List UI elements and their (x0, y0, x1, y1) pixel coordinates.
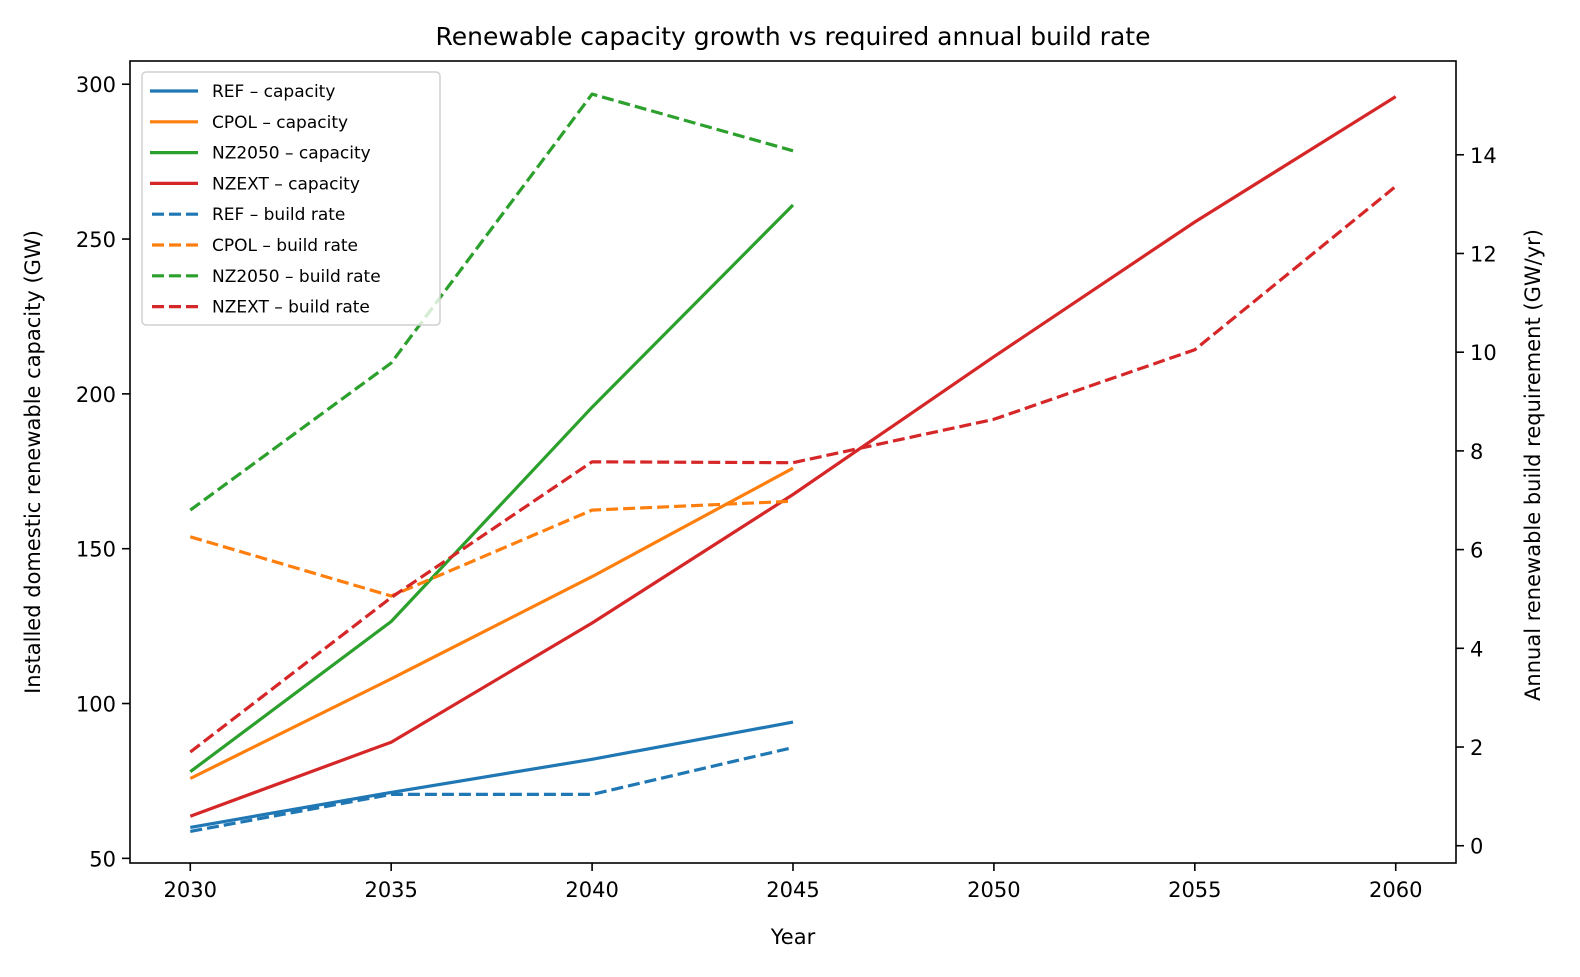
legend-item: NZEXT – capacity (150, 174, 360, 194)
y-axis-left: 50 100 150 200 250 300 (76, 73, 130, 871)
x-tick-label: 2040 (565, 878, 618, 902)
legend-label: CPOL – capacity (212, 113, 348, 133)
y2-tick-label: 12 (1470, 242, 1497, 266)
y2-tick-label: 14 (1470, 144, 1497, 168)
series-line-nz2050-build-rate (189, 92, 794, 512)
legend-item: CPOL – build rate (152, 236, 358, 256)
series-line-nz2050-capacity (189, 203, 795, 773)
y-axis-label: Installed domestic renewable capacity (G… (21, 230, 45, 694)
series-line-ref-build-rate (190, 745, 794, 833)
series-line-cpol-build-rate (189, 499, 794, 598)
legend-label: NZEXT – build rate (212, 298, 370, 318)
y2-tick-label: 10 (1470, 341, 1497, 365)
chart-title: Renewable capacity growth vs required an… (436, 22, 1151, 51)
y-tick-label: 250 (76, 228, 116, 252)
legend-item: REF – capacity (150, 82, 335, 102)
y2-tick-label: 6 (1470, 539, 1483, 563)
x-tick-label: 2050 (967, 878, 1020, 902)
series-line-cpol-capacity (189, 466, 794, 780)
legend-label: NZ2050 – capacity (212, 144, 371, 164)
y-tick-label: 300 (76, 73, 116, 97)
x-tick-label: 2060 (1369, 878, 1422, 902)
series-line-ref-capacity (190, 720, 794, 829)
y-tick-label: 50 (89, 847, 116, 871)
y2-tick-label: 2 (1470, 736, 1483, 760)
x-axis-label: Year (770, 925, 816, 949)
series-line-nzext-capacity (189, 95, 1397, 818)
legend-item: NZ2050 – build rate (152, 267, 381, 287)
x-tick-label: 2030 (164, 878, 217, 902)
legend-item: NZEXT – build rate (152, 298, 370, 318)
y-tick-label: 100 (76, 693, 116, 717)
series-layer (189, 92, 1397, 833)
legend-label: REF – capacity (212, 82, 335, 102)
x-axis: 2030 2035 2040 2045 2050 2055 2060 (164, 863, 1422, 902)
y2-tick-label: 4 (1470, 637, 1483, 661)
legend-label: NZ2050 – build rate (212, 267, 381, 287)
legend-label: REF – build rate (212, 205, 345, 225)
legend-box (141, 71, 441, 326)
x-tick-label: 2045 (766, 878, 819, 902)
series-line-nzext-build-rate (189, 185, 1397, 754)
y-tick-label: 150 (76, 538, 116, 562)
y2-tick-label: 0 (1470, 835, 1483, 859)
y-tick-label: 200 (76, 383, 116, 407)
y2-tick-label: 8 (1470, 440, 1483, 464)
x-tick-label: 2055 (1168, 878, 1221, 902)
y-axis-right: 0 2 4 6 8 10 12 14 (1456, 144, 1497, 859)
legend-label: NZEXT – capacity (212, 174, 360, 194)
legend: REF – capacity CPOL – capacity NZ2050 – ca… (141, 71, 441, 326)
legend-label: CPOL – build rate (212, 236, 358, 256)
legend-item: REF – build rate (152, 205, 345, 225)
legend-item: NZ2050 – capacity (150, 144, 371, 164)
y2-axis-label: Annual renewable build requirement (GW/y… (1521, 229, 1545, 701)
legend-item: CPOL – capacity (150, 113, 348, 133)
x-tick-label: 2035 (364, 878, 417, 902)
